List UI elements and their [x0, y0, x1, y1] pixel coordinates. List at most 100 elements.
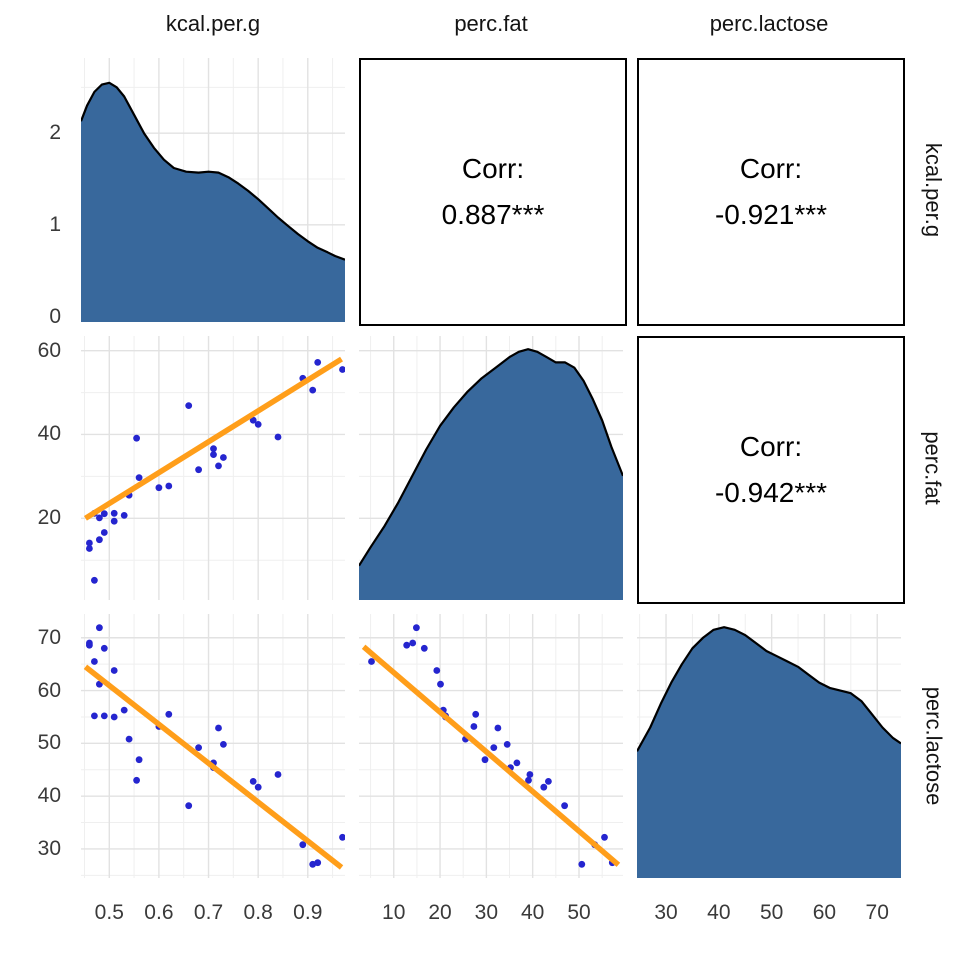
- x-tick-label: 0.6: [144, 901, 174, 924]
- data-point: [220, 741, 227, 748]
- y-axis-labels-row3: 30 40 50 60 70: [9, 614, 67, 878]
- corr-panel-kcal-lactose: Corr: -0.921***: [637, 58, 905, 326]
- data-point: [96, 624, 103, 632]
- x-axis-labels-col2: 10 20 30 40 50: [359, 892, 623, 938]
- data-point: [220, 454, 227, 461]
- x-tick-label: 0.5: [94, 901, 124, 924]
- x-tick-label: 0.8: [243, 901, 273, 924]
- data-point: [120, 512, 128, 519]
- data-point: [254, 421, 262, 428]
- panel-scatter-fat-lactose: [359, 614, 623, 878]
- data-point: [368, 658, 375, 665]
- corr-label: Corr:: [739, 153, 803, 184]
- data-point: [578, 860, 586, 868]
- corr-value: -0.942***: [714, 477, 828, 508]
- data-point: [525, 776, 532, 784]
- row-strip-kcal: kcal.per.g: [915, 58, 951, 322]
- data-point: [545, 778, 552, 785]
- panel-canvas: [81, 336, 345, 600]
- data-point: [249, 778, 257, 785]
- data-point: [210, 451, 217, 458]
- data-point: [526, 771, 534, 778]
- data-point: [249, 416, 257, 424]
- row-strip-fat: perc.fat: [915, 336, 951, 600]
- x-tick-label: 50: [759, 901, 784, 924]
- data-point: [86, 641, 93, 649]
- data-point: [215, 724, 222, 732]
- data-point: [601, 833, 608, 841]
- x-tick-label: 0.9: [293, 901, 323, 924]
- x-tick-label: 50: [567, 901, 591, 924]
- corr-label: Corr:: [739, 431, 803, 462]
- data-point: [540, 783, 548, 791]
- density-area: [81, 82, 345, 322]
- data-point: [135, 756, 143, 764]
- y-tick-label: 40: [37, 422, 61, 446]
- x-tick-label: 60: [812, 901, 837, 924]
- density-curve: [81, 81, 345, 261]
- data-point: [299, 841, 307, 849]
- y-tick-label: 1: [49, 212, 61, 236]
- data-point: [339, 833, 345, 841]
- data-point: [185, 802, 193, 810]
- x-tick-label: 40: [520, 901, 545, 924]
- data-point: [110, 713, 118, 721]
- data-point: [100, 712, 108, 720]
- row-strip-label: perc.fat: [921, 431, 946, 505]
- data-point: [91, 576, 98, 584]
- data-point: [96, 536, 103, 544]
- data-point: [490, 744, 498, 751]
- data-point: [413, 624, 420, 632]
- panel-scatter-kcal-lactose: [81, 614, 345, 878]
- corr-value: -0.921***: [714, 199, 828, 230]
- panel-canvas: [637, 614, 901, 878]
- x-tick-label: 0.7: [193, 901, 224, 924]
- data-point: [86, 545, 93, 552]
- data-point: [133, 434, 140, 442]
- x-tick-label: 40: [707, 901, 731, 924]
- pairs-plot-matrix: kcal.per.g perc.fat perc.lactose 0 1 2 Cor…: [9, 4, 951, 938]
- data-point: [481, 756, 489, 764]
- x-axis-labels-col3: 30 40 50 60 70: [637, 892, 901, 938]
- density-curve: [359, 348, 623, 567]
- regression-line: [84, 356, 343, 521]
- data-point: [210, 445, 217, 453]
- y-tick-label: 50: [37, 731, 61, 755]
- x-tick-label: 20: [428, 901, 452, 924]
- row-strip-lactose: perc.lactose: [915, 614, 951, 878]
- x-tick-label: 30: [474, 901, 499, 924]
- x-tick-label: 30: [654, 901, 678, 924]
- spacer: [9, 892, 67, 938]
- x-tick-label: 70: [865, 901, 889, 924]
- data-point: [503, 741, 511, 748]
- data-point: [91, 712, 98, 720]
- data-point: [135, 474, 143, 481]
- panel-density-fat: [359, 336, 623, 600]
- data-point: [409, 639, 417, 647]
- y-tick-label: 2: [49, 121, 61, 145]
- y-axis-labels-row2: 20 40 60: [9, 336, 67, 600]
- panel-density-kcal: [81, 58, 345, 322]
- panel-canvas: [81, 614, 345, 878]
- data-point: [314, 859, 322, 867]
- data-point: [110, 667, 118, 674]
- data-point: [215, 462, 222, 470]
- panel-canvas: [81, 58, 345, 322]
- row-strip-label: kcal.per.g: [921, 142, 947, 238]
- y-tick-label: 60: [37, 338, 61, 362]
- regression-line: [83, 664, 344, 870]
- spacer: [9, 4, 67, 44]
- data-point: [195, 744, 202, 751]
- data-point: [254, 783, 262, 791]
- data-point: [120, 706, 128, 714]
- data-point: [110, 509, 118, 517]
- y-axis-labels-row1: 0 1 2: [9, 58, 67, 327]
- y-tick-label: 20: [37, 506, 61, 530]
- data-point: [274, 433, 282, 441]
- panel-scatter-kcal-fat: [81, 336, 345, 600]
- y-tick-label: 60: [37, 678, 61, 702]
- data-point: [110, 517, 118, 525]
- x-axis-labels-col1: 0.5 0.6 0.7 0.8 0.9: [81, 892, 345, 938]
- y-tick-label: 30: [37, 836, 61, 860]
- data-point: [561, 802, 568, 810]
